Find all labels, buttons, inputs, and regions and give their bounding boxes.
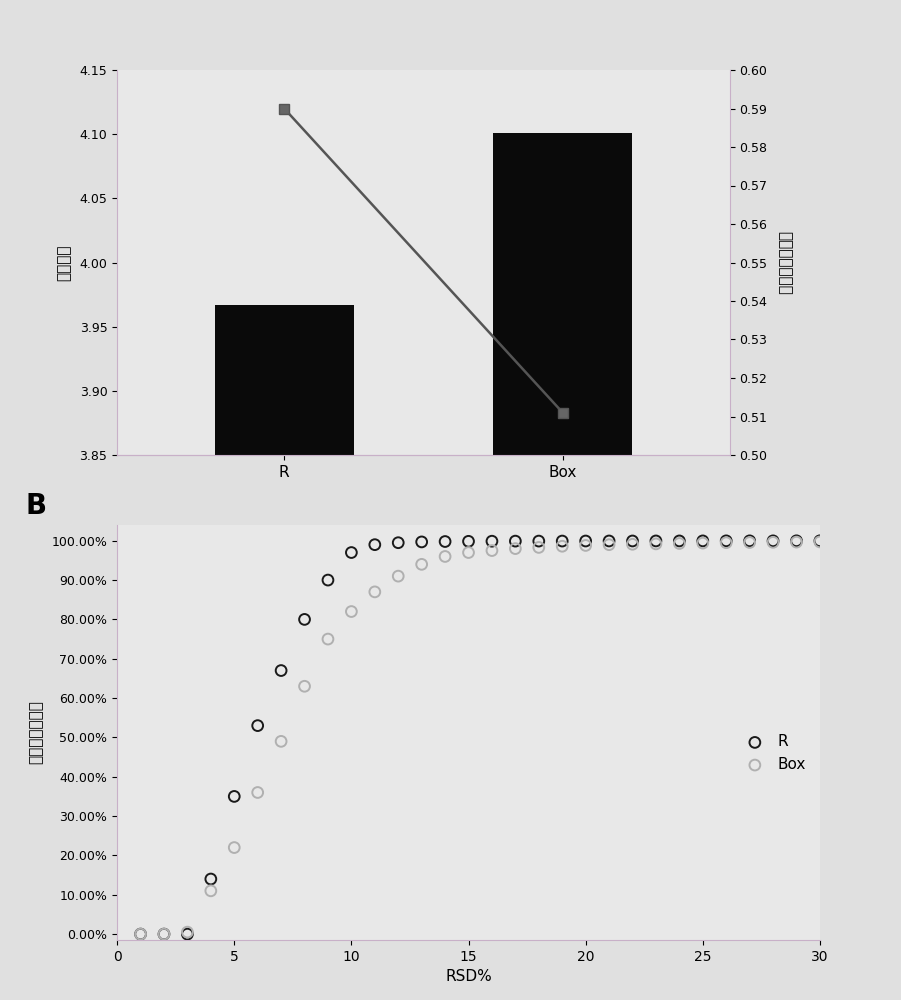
Bar — [214, 305, 354, 455]
Box — [813, 534, 827, 550]
R — [555, 533, 569, 549]
R — [180, 926, 195, 942]
Box — [508, 541, 523, 557]
Box — [227, 840, 241, 856]
Box — [461, 545, 476, 561]
Box — [555, 538, 569, 554]
Box — [742, 535, 757, 551]
Box — [368, 584, 382, 600]
Box — [625, 536, 640, 552]
Box — [180, 924, 195, 940]
Box — [789, 534, 804, 550]
Box — [485, 543, 499, 559]
R — [813, 533, 827, 549]
R — [391, 535, 405, 551]
R — [461, 533, 476, 549]
Box — [321, 631, 335, 647]
R — [368, 537, 382, 553]
R — [532, 533, 546, 549]
R — [204, 871, 218, 887]
Legend: R, Box: R, Box — [733, 728, 813, 778]
Y-axis label: 皮尔森相关系数: 皮尔森相关系数 — [778, 231, 793, 294]
R — [438, 534, 452, 550]
R — [649, 533, 663, 549]
X-axis label: RSD%: RSD% — [445, 969, 492, 984]
Box — [578, 537, 593, 553]
R — [485, 533, 499, 549]
R — [414, 534, 429, 550]
R — [250, 718, 265, 734]
Box — [204, 883, 218, 899]
R — [578, 533, 593, 549]
Box — [766, 534, 780, 550]
Bar — [493, 133, 633, 455]
R — [508, 533, 523, 549]
R — [696, 533, 710, 549]
R — [625, 533, 640, 549]
R — [297, 611, 312, 627]
Box — [274, 733, 288, 749]
R — [742, 533, 757, 549]
Box — [672, 535, 687, 551]
Box — [719, 535, 733, 551]
R — [789, 533, 804, 549]
Box — [344, 604, 359, 620]
R — [133, 926, 148, 942]
Box — [133, 926, 148, 942]
R — [719, 533, 733, 549]
R — [274, 663, 288, 679]
Text: B: B — [26, 492, 47, 520]
Box — [696, 535, 710, 551]
Box — [414, 556, 429, 572]
Box — [157, 926, 171, 942]
R — [157, 926, 171, 942]
Y-axis label: 峰个数的百分比: 峰个数的百分比 — [28, 701, 43, 764]
Box — [532, 539, 546, 555]
Box — [250, 784, 265, 800]
R — [227, 788, 241, 804]
R — [344, 545, 359, 561]
Box — [438, 548, 452, 564]
Box — [602, 537, 616, 553]
Box — [391, 568, 405, 584]
Box — [649, 536, 663, 552]
Y-axis label: 欧式距离: 欧式距离 — [56, 244, 71, 281]
Box — [297, 678, 312, 694]
R — [602, 533, 616, 549]
R — [321, 572, 335, 588]
R — [766, 533, 780, 549]
R — [672, 533, 687, 549]
